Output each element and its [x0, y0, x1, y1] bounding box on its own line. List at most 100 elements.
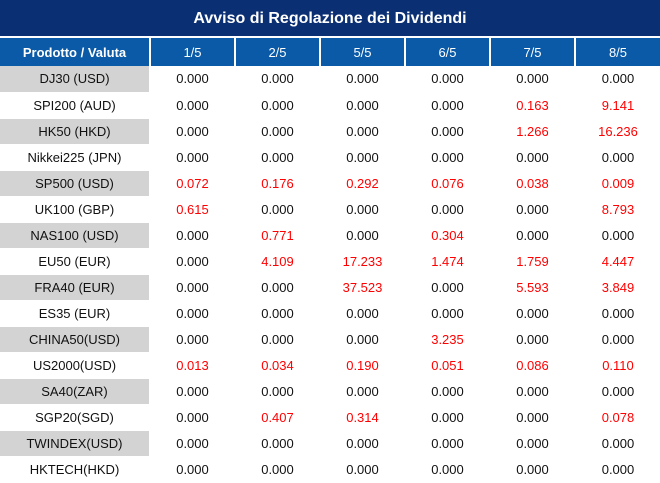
dividend-value: 0.000: [575, 222, 660, 249]
dividend-value: 0.000: [235, 92, 321, 119]
dividend-value: 0.000: [405, 118, 491, 145]
dividend-value: 17.233: [320, 248, 406, 275]
product-name: CHINA50(USD): [0, 326, 151, 353]
table-row: SP500 (USD) 0.072 0.176 0.292 0.076 0.038 0.00…: [0, 170, 660, 197]
dividend-value: 0.176: [235, 170, 321, 197]
dividend-value: 0.615: [150, 196, 236, 223]
dividend-value: 0.000: [575, 66, 660, 93]
product-name: ES35 (EUR): [0, 300, 151, 327]
dividend-value: 0.000: [150, 378, 236, 405]
table-row: FRA40 (EUR) 0.000 0.000 37.523 0.000 5.593 3.8…: [0, 274, 660, 301]
table-row: EU50 (EUR) 0.000 4.109 17.233 1.474 1.759 4.44…: [0, 248, 660, 275]
dividend-value: 8.793: [575, 196, 660, 223]
column-header: 7/5: [490, 38, 576, 66]
product-name: SP500 (USD): [0, 170, 151, 197]
dividend-value: 0.000: [150, 456, 236, 483]
dividend-value: 0.000: [320, 196, 406, 223]
dividend-value: 0.000: [575, 430, 660, 457]
dividend-value: 0.000: [320, 144, 406, 171]
dividend-value: 3.235: [405, 326, 491, 353]
dividend-value: 5.593: [490, 274, 576, 301]
dividend-value: 0.000: [490, 326, 576, 353]
column-header: 6/5: [405, 38, 491, 66]
product-name: Nikkei225 (JPN): [0, 144, 151, 171]
dividend-value: 0.000: [490, 144, 576, 171]
dividend-value: 0.000: [575, 378, 660, 405]
dividend-value: 0.000: [150, 430, 236, 457]
product-name: SPI200 (AUD): [0, 92, 151, 119]
dividend-value: 0.304: [405, 222, 491, 249]
dividend-value: 0.000: [235, 326, 321, 353]
table-row: US2000(USD) 0.013 0.034 0.190 0.051 0.086 0.11…: [0, 352, 660, 379]
dividend-value: 0.076: [405, 170, 491, 197]
dividend-value: 0.000: [405, 456, 491, 483]
dividend-value: 0.000: [150, 248, 236, 275]
dividend-value: 0.000: [150, 222, 236, 249]
table-row: DJ30 (USD) 0.000 0.000 0.000 0.000 0.000 0.000: [0, 66, 660, 93]
product-name: SA40(ZAR): [0, 378, 151, 405]
dividend-value: 0.000: [150, 118, 236, 145]
dividend-value: 0.000: [405, 144, 491, 171]
dividend-value: 0.000: [150, 326, 236, 353]
dividend-value: 0.038: [490, 170, 576, 197]
dividend-value: 0.292: [320, 170, 406, 197]
dividend-table: Prodotto / Valuta 1/5 2/5 5/5 6/5 7/5 8/…: [0, 38, 660, 483]
column-header: 8/5: [575, 38, 660, 66]
table-row: HK50 (HKD) 0.000 0.000 0.000 0.000 1.266 16.23…: [0, 118, 660, 145]
page-title: Avviso di Regolazione dei Dividendi: [0, 0, 660, 38]
dividend-value: 0.000: [150, 404, 236, 431]
dividend-value: 0.000: [575, 456, 660, 483]
dividend-value: 0.000: [235, 456, 321, 483]
table-row: SGP20(SGD) 0.000 0.407 0.314 0.000 0.000 0.078: [0, 404, 660, 431]
dividend-value: 0.771: [235, 222, 321, 249]
dividend-value: 0.000: [235, 378, 321, 405]
column-header: 2/5: [235, 38, 321, 66]
dividend-value: 0.000: [235, 274, 321, 301]
dividend-value: 0.000: [405, 300, 491, 327]
dividend-value: 0.072: [150, 170, 236, 197]
dividend-value: 0.034: [235, 352, 321, 379]
dividend-value: 0.000: [405, 196, 491, 223]
dividend-value: 0.000: [405, 404, 491, 431]
product-name: SGP20(SGD): [0, 404, 151, 431]
dividend-value: 4.109: [235, 248, 321, 275]
dividend-value: 0.000: [575, 144, 660, 171]
dividend-value: 0.000: [235, 196, 321, 223]
dividend-value: 0.000: [405, 378, 491, 405]
product-name: NAS100 (USD): [0, 222, 151, 249]
product-name: DJ30 (USD): [0, 66, 151, 93]
dividend-value: 0.000: [575, 326, 660, 353]
dividend-value: 0.000: [235, 118, 321, 145]
product-name: US2000(USD): [0, 352, 151, 379]
dividend-value: 0.000: [320, 118, 406, 145]
dividend-value: 0.000: [405, 274, 491, 301]
dividend-value: 0.000: [320, 222, 406, 249]
dividend-value: 0.000: [490, 300, 576, 327]
dividend-value: 0.190: [320, 352, 406, 379]
dividend-value: 4.447: [575, 248, 660, 275]
dividend-value: 0.086: [490, 352, 576, 379]
dividend-value: 0.000: [405, 66, 491, 93]
product-name: HK50 (HKD): [0, 118, 151, 145]
dividend-value: 0.000: [490, 404, 576, 431]
header-row: Prodotto / Valuta 1/5 2/5 5/5 6/5 7/5 8/…: [0, 38, 660, 66]
column-header: 1/5: [150, 38, 236, 66]
dividend-value: 0.000: [150, 274, 236, 301]
dividend-value: 0.000: [320, 92, 406, 119]
dividend-value: 9.141: [575, 92, 660, 119]
dividend-value: 0.000: [490, 430, 576, 457]
dividend-value: 0.000: [150, 144, 236, 171]
dividend-value: 0.000: [235, 300, 321, 327]
dividend-value: 0.000: [320, 326, 406, 353]
dividend-value: 0.000: [320, 378, 406, 405]
dividend-value: 0.314: [320, 404, 406, 431]
product-name: TWINDEX(USD): [0, 430, 151, 457]
dividend-value: 0.000: [150, 300, 236, 327]
dividend-value: 0.407: [235, 404, 321, 431]
dividend-value: 0.000: [235, 66, 321, 93]
dividend-value: 0.000: [235, 144, 321, 171]
dividend-value: 37.523: [320, 274, 406, 301]
dividend-value: 0.000: [575, 300, 660, 327]
dividend-value: 0.000: [150, 66, 236, 93]
dividend-value: 0.000: [320, 456, 406, 483]
